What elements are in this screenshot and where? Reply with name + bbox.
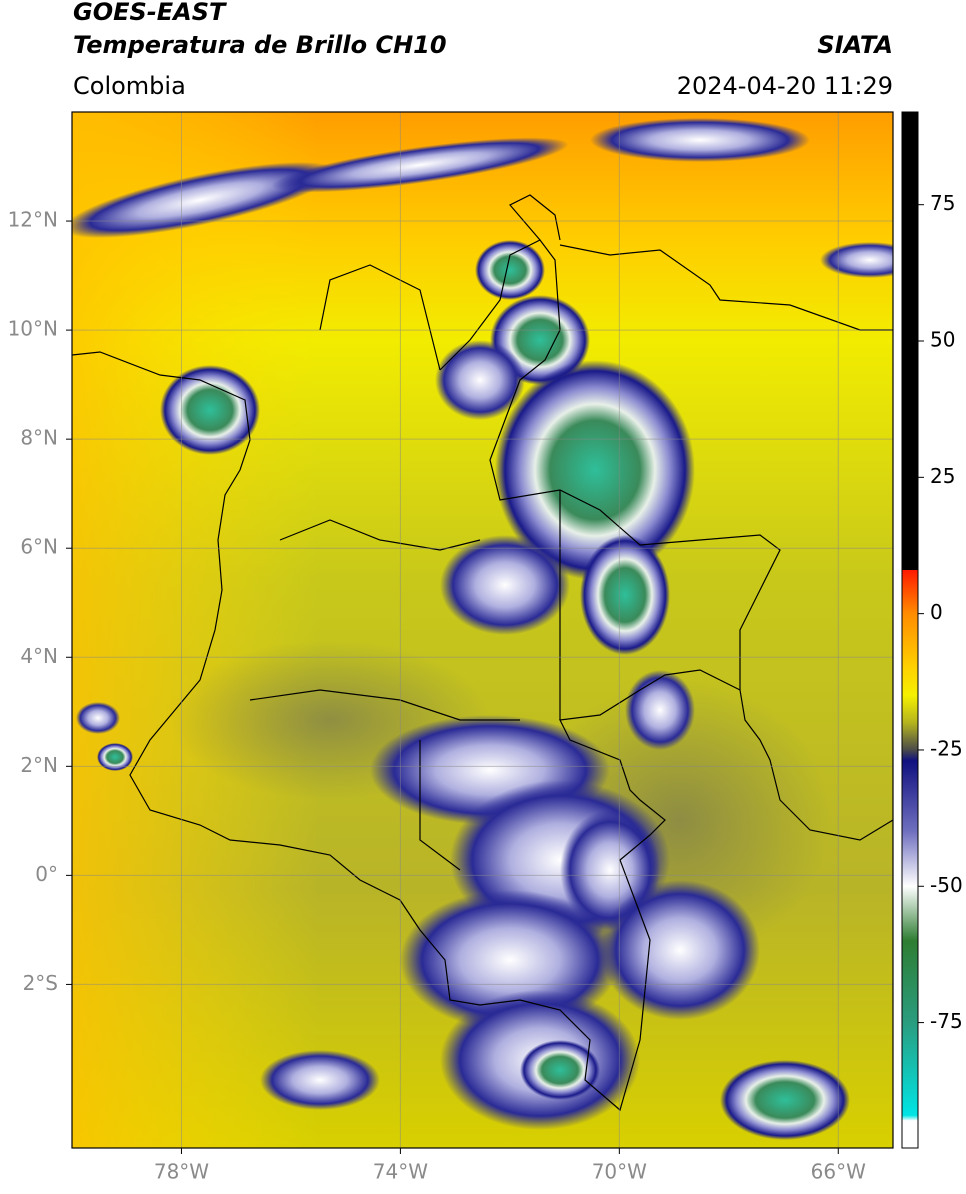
x-tick-label: 66°W	[811, 1160, 866, 1184]
colorbar-tick-label: -75	[930, 1009, 963, 1033]
colorbar	[901, 111, 919, 1149]
plot-frame	[71, 111, 894, 1149]
colorbar-tick-label: 0	[930, 600, 943, 624]
x-tick-label: 78°W	[154, 1160, 209, 1184]
timestamp: 2024-04-20 11:29	[677, 72, 893, 100]
subtitle: Temperatura de Brillo CH10	[73, 31, 447, 59]
colorbar-tick-label: 50	[930, 328, 955, 352]
colorbar-tick-label: 25	[930, 464, 955, 488]
y-tick-label: 6°N	[20, 535, 58, 559]
colorbar-tick-label: 75	[930, 191, 955, 215]
y-tick-label: 2°N	[20, 753, 58, 777]
region: Colombia	[73, 72, 186, 100]
y-tick-label: 12°N	[8, 208, 58, 232]
x-tick-label: 74°W	[373, 1160, 428, 1184]
y-tick-label: 10°N	[8, 317, 58, 341]
y-tick-label: 0°	[35, 862, 58, 886]
title: GOES-EAST	[73, 0, 227, 26]
source: SIATA	[817, 31, 893, 59]
colorbar-tick-label: -25	[930, 736, 963, 760]
y-tick-label: 8°N	[20, 426, 58, 450]
satellite-image	[72, 112, 893, 1148]
y-tick-label: 2°S	[23, 971, 58, 995]
colorbar-tick-label: -50	[930, 873, 963, 897]
y-tick-label: 4°N	[20, 644, 58, 668]
x-tick-label: 70°W	[592, 1160, 647, 1184]
